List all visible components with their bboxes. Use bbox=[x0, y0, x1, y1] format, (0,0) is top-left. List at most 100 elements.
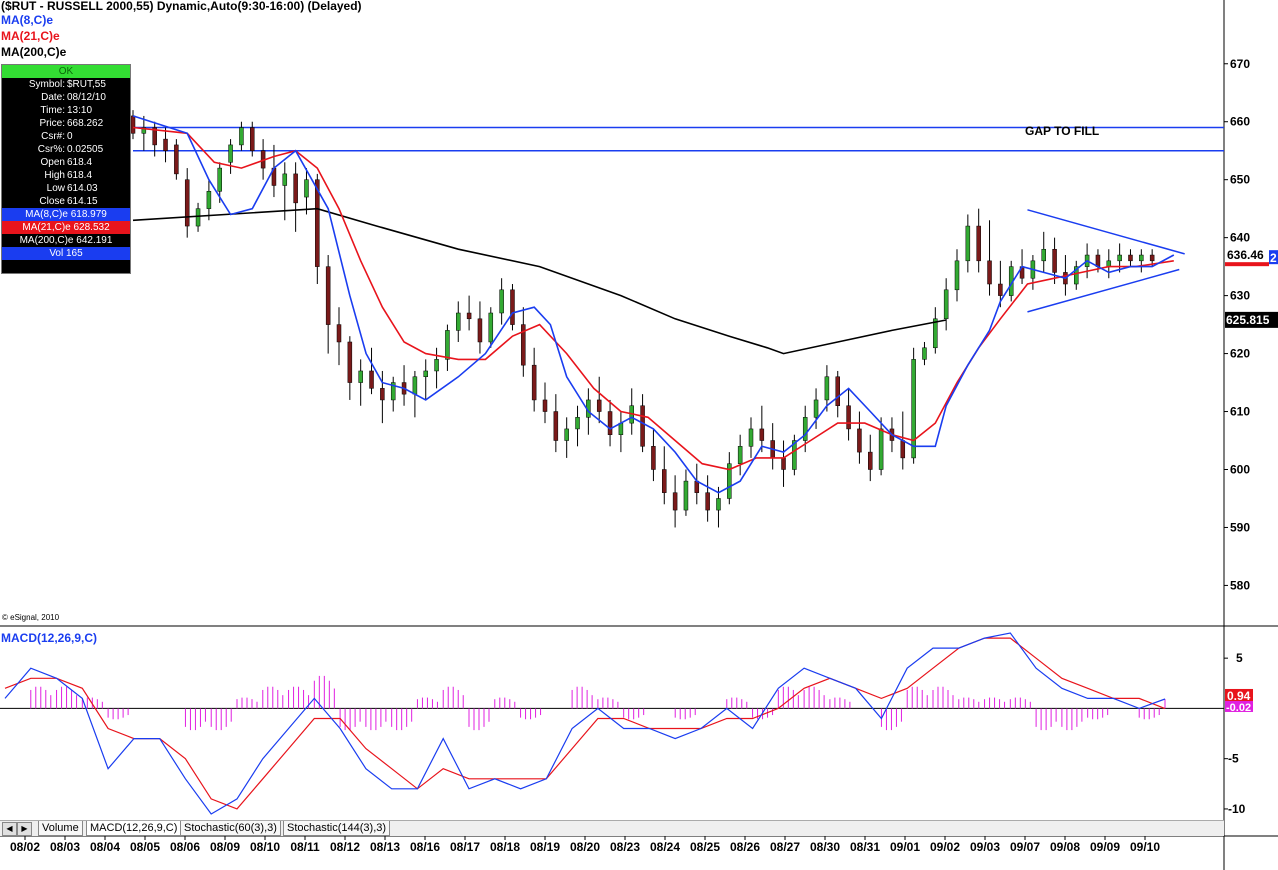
date-label: 08/30 bbox=[810, 840, 840, 854]
candle-body bbox=[727, 463, 732, 499]
candle-body bbox=[217, 167, 222, 192]
price-axis: 580 590 600 610 620 630 640 650 660 670 636.46 2 625… bbox=[1224, 57, 1278, 592]
candle-body bbox=[250, 127, 255, 151]
date-label: 08/25 bbox=[690, 840, 720, 854]
info-value: $RUT,55 bbox=[67, 79, 106, 90]
info-value: 618.4 bbox=[67, 170, 93, 181]
info-row-csr: Csr#: 0 bbox=[2, 130, 130, 143]
triangle-line-0 bbox=[1027, 209, 1185, 255]
candle-body bbox=[1052, 248, 1057, 273]
candle-body bbox=[694, 480, 700, 493]
date-label: 08/09 bbox=[210, 840, 240, 854]
candle-body bbox=[130, 115, 136, 134]
candle-body bbox=[878, 428, 884, 470]
date-label: 08/11 bbox=[290, 840, 320, 854]
candle-body bbox=[499, 289, 504, 314]
info-row-open: Open 618.4 bbox=[2, 156, 130, 169]
info-indicator-ma200: MA(200,C)e 642.191 bbox=[2, 234, 130, 247]
ma200-line bbox=[132, 207, 947, 355]
candle-body bbox=[1074, 266, 1079, 285]
date-label: 08/24 bbox=[650, 840, 680, 854]
price-tick-label: 660 bbox=[1230, 115, 1250, 129]
candle-body bbox=[282, 173, 288, 186]
hist-last-box bbox=[1225, 700, 1253, 712]
date-label: 08/31 bbox=[850, 840, 880, 854]
candle-body bbox=[466, 312, 472, 320]
ok-bar[interactable]: OK bbox=[2, 65, 130, 78]
candle-body bbox=[553, 411, 559, 441]
candle-body bbox=[206, 191, 212, 209]
info-row-csr: Csr%: 0.02505 bbox=[2, 143, 130, 156]
date-label: 08/10 bbox=[250, 840, 280, 854]
gap-annotation: GAP TO FILL bbox=[1025, 124, 1100, 138]
info-rows: Symbol: $RUT,55 Date: 08/12/10 Time: 13:10 Pri… bbox=[2, 78, 130, 260]
macd-axis: 5 -5 -10 0.94-0.02 bbox=[1224, 651, 1253, 816]
date-label: 08/05 bbox=[130, 840, 160, 854]
info-row-date: Date: 08/12/10 bbox=[2, 91, 130, 104]
candle-body bbox=[672, 492, 678, 511]
tab-volume[interactable]: Volume bbox=[38, 821, 83, 836]
macd-signal-line bbox=[4, 637, 1166, 810]
candle-body bbox=[954, 260, 960, 291]
info-row-low: Low 614.03 bbox=[2, 182, 130, 195]
info-row-price: Price: 668.262 bbox=[2, 117, 130, 130]
tab-stochastic[interactable]: Stochastic(60(3),3) bbox=[180, 821, 281, 836]
candle-body bbox=[1106, 260, 1112, 267]
candle-body bbox=[824, 376, 830, 401]
info-row-time: Time: 13:10 bbox=[2, 104, 130, 117]
price-tick-label: 610 bbox=[1230, 405, 1250, 419]
macd-last-label: 0.94 bbox=[1227, 689, 1251, 703]
macd-label: MACD(12,26,9,C) bbox=[1, 631, 98, 645]
info-key: Date: bbox=[41, 92, 65, 103]
date-label: 08/20 bbox=[570, 840, 600, 854]
info-row-close: Close 614.15 bbox=[2, 195, 130, 208]
macd-last-box bbox=[1225, 688, 1253, 702]
candle-body bbox=[759, 428, 765, 441]
info-value: 08/12/10 bbox=[67, 92, 106, 103]
info-key: Symbol: bbox=[28, 79, 65, 90]
last-price-box bbox=[1225, 249, 1269, 263]
info-key: High bbox=[44, 170, 65, 181]
tab-stochastic[interactable]: Stochastic(144(3),3) bbox=[283, 821, 391, 836]
candle-body bbox=[1095, 254, 1101, 267]
candle-body bbox=[1149, 254, 1155, 262]
candle-body bbox=[521, 324, 526, 366]
ma8-label: MA(8,C)e bbox=[1, 13, 54, 27]
candle-body bbox=[380, 388, 385, 401]
candle-body bbox=[846, 405, 851, 430]
info-row-high: High 618.4 bbox=[2, 169, 130, 182]
tab-scroll-right-icon[interactable]: ▶ bbox=[17, 822, 32, 836]
triangle-line-1 bbox=[1027, 268, 1180, 313]
date-label: 08/02 bbox=[10, 840, 40, 854]
date-label: 09/01 bbox=[890, 840, 920, 854]
candle-body bbox=[792, 440, 797, 470]
candle-body bbox=[184, 179, 190, 227]
candle-body bbox=[369, 370, 374, 389]
candle-body bbox=[683, 480, 689, 511]
candle-body bbox=[174, 144, 179, 175]
date-label: 08/17 bbox=[450, 840, 480, 854]
candle-body bbox=[705, 492, 710, 511]
candle-body bbox=[358, 370, 363, 383]
date-label: 08/23 bbox=[610, 840, 640, 854]
date-label: 08/12 bbox=[330, 840, 360, 854]
candle-body bbox=[716, 498, 721, 511]
ma8-last-suffix: 2 bbox=[1270, 251, 1277, 265]
tab-scroll-left-icon[interactable]: ◀ bbox=[2, 822, 17, 836]
price-tick-label: 600 bbox=[1230, 463, 1250, 477]
candle-body bbox=[1117, 254, 1122, 262]
info-indicator-vol: Vol 165 bbox=[2, 247, 130, 260]
date-label: 08/03 bbox=[50, 840, 80, 854]
cursor-info-panel: OK Symbol: $RUT,55 Date: 08/12/10 Time: 13:10… bbox=[1, 64, 131, 274]
tab-macd[interactable]: MACD(12,26,9,C) bbox=[86, 821, 182, 836]
candle-body bbox=[737, 446, 743, 464]
ma200-last-label: 625.815 bbox=[1226, 313, 1270, 327]
candle-body bbox=[976, 225, 981, 262]
info-key: Csr%: bbox=[37, 144, 65, 155]
price-tick-label: 590 bbox=[1230, 520, 1250, 534]
macd-line bbox=[4, 632, 1166, 815]
candle-body bbox=[293, 173, 298, 204]
date-label: 09/08 bbox=[1050, 840, 1080, 854]
candle-body bbox=[141, 127, 147, 134]
